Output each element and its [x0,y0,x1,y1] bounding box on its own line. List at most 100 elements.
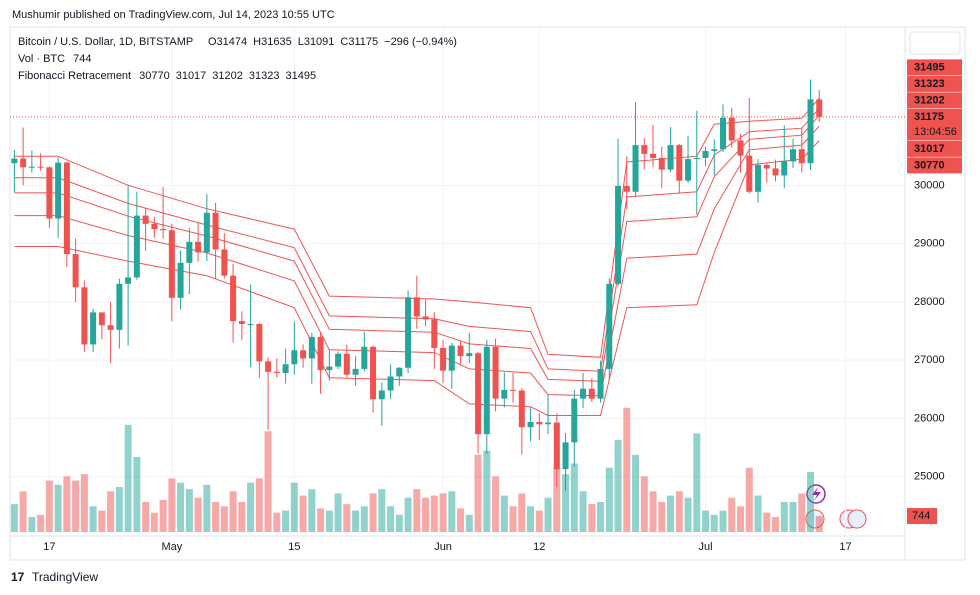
candle-body [431,319,438,348]
candle-body [790,149,797,162]
y-tick-label: 27000 [914,354,945,366]
us-event-icon[interactable] [847,509,867,529]
volume-bar [308,489,316,532]
fib-legend-value: 31323 [249,70,280,82]
candle-body [361,346,368,369]
candle-body [55,162,62,219]
candle-body [711,149,718,151]
volume-bar [588,504,596,532]
volume-bar [159,499,167,532]
volume-bar [789,502,797,532]
volume-bar [54,484,62,532]
candle-body [317,336,324,371]
candle-body [623,185,630,192]
candle-body [378,390,385,400]
volume-bar [509,506,517,532]
x-tick-label: 15 [288,541,300,553]
candle-body [221,249,228,276]
chart-frame [9,26,966,561]
candle-body [483,346,490,435]
candle-body [781,161,788,176]
candle-body [256,324,263,362]
candle-body [562,442,569,470]
volume-bar [579,491,587,532]
volume-bar [212,502,220,532]
volume-bar [780,502,788,532]
candle-body [370,346,377,400]
candle-body [422,316,429,320]
volume-bar [544,497,552,532]
price-badge-label: 30770 [914,159,945,171]
volume-bar [632,454,640,532]
volume-legend-value: 744 [73,53,91,65]
candle-body [116,283,123,330]
candle-body [230,275,237,322]
candle-body [545,422,552,425]
volume-bar [290,482,298,532]
volume-bar [229,491,237,532]
candle-body [632,145,639,192]
volume-bar [483,450,491,532]
volume-bar [325,510,333,532]
volume-bar [185,489,193,532]
volume-bar [369,493,377,532]
candle-body [81,287,88,345]
candle-body [63,162,70,255]
candle-body [728,117,735,141]
candle-body [536,421,543,425]
volume-bar [772,517,780,532]
candle-body [46,167,53,219]
candle-body [396,367,403,377]
candle-body [160,229,167,231]
volume-bar [605,467,613,532]
candle-body [20,158,27,168]
volume-bar [448,491,456,532]
volume-bar [10,504,18,532]
volume-bar [395,514,403,532]
volume-badge-label: 744 [912,510,930,522]
y-tick-label: 30000 [914,179,945,191]
candle-body [798,149,805,164]
candle-body [440,347,447,371]
y-tick-label: 29000 [914,238,945,250]
price-badge [907,59,962,76]
candle-body [571,398,578,443]
x-tick-label: 12 [533,541,545,553]
candle-body [553,422,560,470]
volume-bar [124,424,132,532]
volume-bar [562,474,570,532]
candle-body [405,297,412,368]
footer-text: TradingView [32,570,98,584]
candle-body [580,388,587,399]
candle-body [492,346,499,399]
scale-button[interactable] [909,31,961,55]
volume-bar [675,491,683,532]
candle-body [597,368,604,399]
volume-bar [640,476,648,532]
candle-body [510,389,517,391]
candle-body [291,350,298,365]
volume-bar [693,433,701,532]
candle-body [702,150,709,158]
volume-bar [597,502,605,532]
volume-bar [177,482,185,532]
publisher-line: Mushumir published on TradingView.com, J… [12,9,335,21]
legend-value: L31091 [298,36,335,48]
candle-body [816,99,823,117]
legend-value: H31635 [253,36,292,48]
volume-bar [28,517,36,532]
volume-bar [98,510,106,532]
volume-bar [518,493,526,532]
volume-bar [107,491,115,532]
x-tick-label: May [161,541,182,553]
volume-bar [255,478,263,532]
candle-body [466,353,473,357]
candle-body [667,145,674,170]
logo-mark: 17 [11,570,25,584]
volume-bar [527,506,535,532]
candle-body [265,361,272,372]
candle-body [37,166,44,168]
volume-bar [80,474,88,532]
candle-body [186,241,193,263]
